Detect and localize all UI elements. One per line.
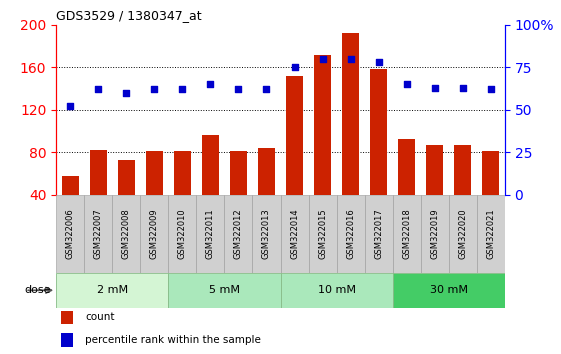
Text: 5 mM: 5 mM [209,285,240,295]
Text: GSM322007: GSM322007 [94,208,103,259]
Bar [90,150,107,195]
Bar [309,195,337,273]
Text: GSM322019: GSM322019 [430,208,439,259]
Point [374,59,383,65]
Bar [112,195,140,273]
Bar [370,69,387,195]
Bar [224,195,252,273]
Bar [196,195,224,273]
Bar [61,333,73,347]
Text: GSM322012: GSM322012 [234,208,243,259]
Bar [62,176,79,195]
Text: GSM322020: GSM322020 [458,208,467,259]
Bar [230,151,247,195]
Bar [426,145,443,195]
Bar [56,273,168,308]
Text: percentile rank within the sample: percentile rank within the sample [85,335,261,345]
Point [122,90,131,96]
Text: 2 mM: 2 mM [96,285,128,295]
Bar [314,55,331,195]
Bar [280,195,309,273]
Text: GSM322010: GSM322010 [178,208,187,259]
Point [206,81,215,87]
Bar [454,145,471,195]
Point [430,85,439,91]
Text: GSM322006: GSM322006 [66,208,75,259]
Bar [393,273,505,308]
Bar [61,310,73,324]
Bar [258,148,275,195]
Point [262,86,271,92]
Bar [365,195,393,273]
Bar [342,33,359,195]
Text: GSM322021: GSM322021 [486,208,495,259]
Text: GSM322017: GSM322017 [374,208,383,259]
Text: GSM322016: GSM322016 [346,208,355,259]
Bar [168,273,280,308]
Point [458,85,467,91]
Bar [280,273,393,308]
Point [178,86,187,92]
Bar [202,135,219,195]
Bar [140,195,168,273]
Point [346,56,355,62]
Bar [168,195,196,273]
Point [150,86,159,92]
Bar [174,151,191,195]
Text: GSM322008: GSM322008 [122,208,131,259]
Text: GSM322018: GSM322018 [402,208,411,259]
Text: 10 mM: 10 mM [318,285,356,295]
Text: GSM322013: GSM322013 [262,208,271,259]
Point [402,81,411,87]
Bar [393,195,421,273]
Text: GSM322015: GSM322015 [318,208,327,259]
Bar [421,195,449,273]
Point [234,86,243,92]
Text: GSM322014: GSM322014 [290,208,299,259]
Bar [449,195,477,273]
Bar [286,76,303,195]
Bar [146,151,163,195]
Bar [84,195,112,273]
Bar [337,195,365,273]
Point [486,86,495,92]
Bar [118,160,135,195]
Text: GSM322011: GSM322011 [206,208,215,259]
Bar [56,195,84,273]
Text: dose: dose [24,285,50,295]
Point [66,103,75,109]
Bar [398,139,415,195]
Bar [252,195,280,273]
Point [318,56,327,62]
Text: 30 mM: 30 mM [430,285,468,295]
Text: GDS3529 / 1380347_at: GDS3529 / 1380347_at [56,9,202,22]
Bar [477,195,505,273]
Text: GSM322009: GSM322009 [150,208,159,259]
Point [290,64,299,70]
Point [94,86,103,92]
Text: count: count [85,312,115,322]
Bar [482,151,499,195]
